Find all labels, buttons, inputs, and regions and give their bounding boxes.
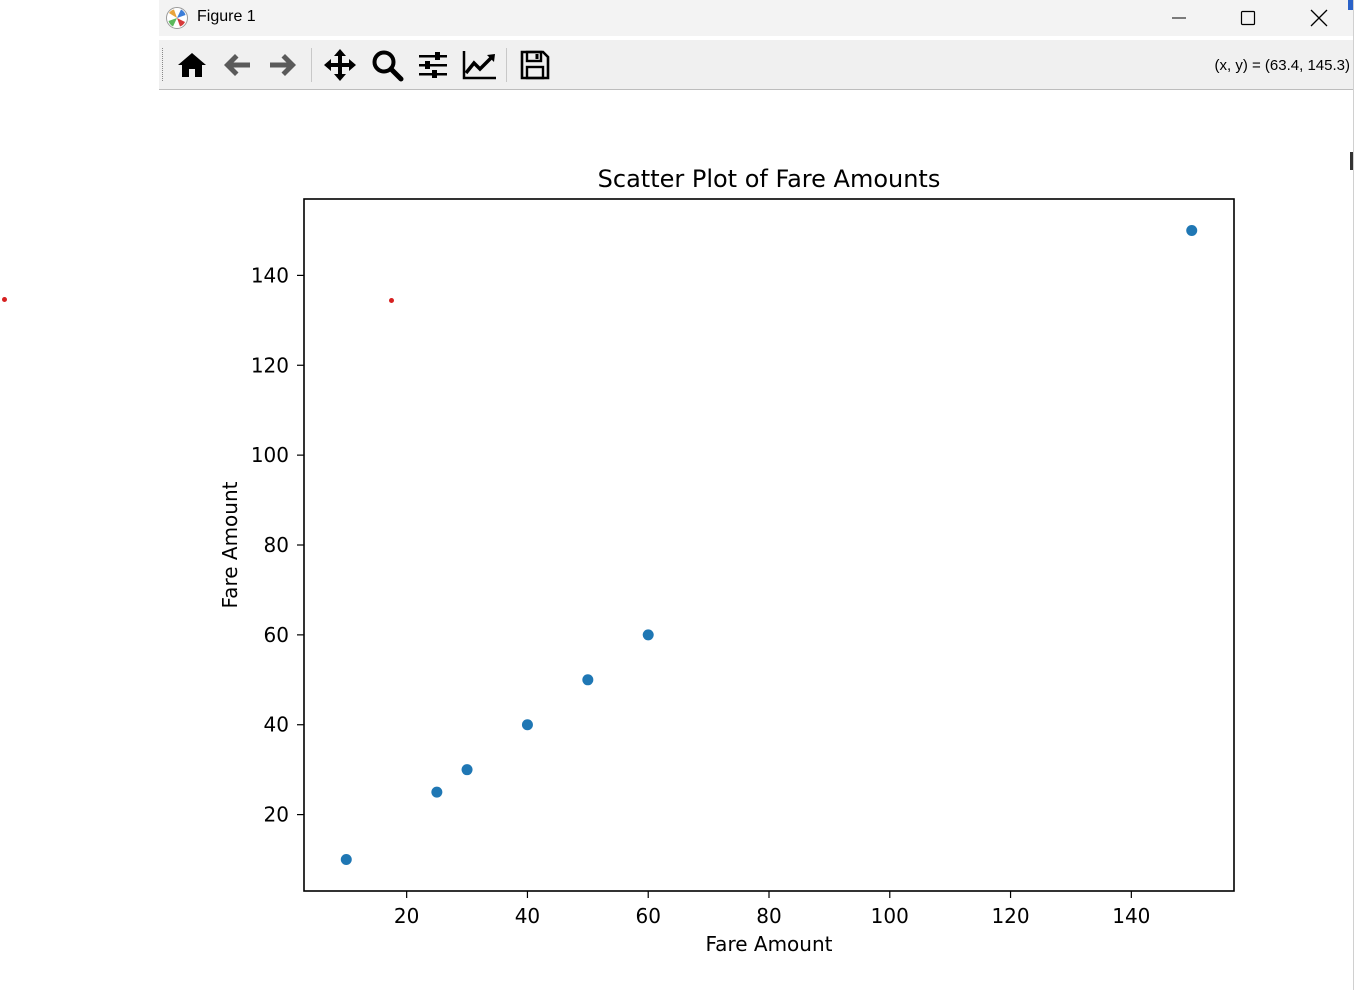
window-edge-handle[interactable] (1350, 152, 1353, 170)
scatter-point (642, 629, 654, 641)
home-icon (178, 53, 206, 77)
figure-window: Figure 1 (159, 0, 1354, 990)
scatter-point (1186, 224, 1198, 236)
save-button[interactable] (515, 46, 555, 84)
matplotlib-logo-icon (166, 7, 188, 29)
forward-arrow-icon (270, 54, 296, 76)
y-tick-label: 120 (251, 353, 289, 377)
forward-button[interactable] (263, 46, 303, 84)
x-tick-label: 60 (635, 904, 660, 928)
close-icon (1310, 9, 1328, 27)
toolbar-separator (506, 48, 507, 82)
x-tick-label: 120 (991, 904, 1029, 928)
cursor-coordinates: (x, y) = (63.4, 145.3) (1214, 57, 1350, 74)
zoom-button[interactable] (367, 46, 407, 84)
chart-title: Scatter Plot of Fare Amounts (598, 165, 941, 193)
y-tick-label: 60 (264, 623, 289, 647)
scatter-point (431, 786, 443, 798)
minimize-icon (1172, 17, 1186, 19)
x-tick-label: 40 (515, 904, 540, 928)
title-bar: Figure 1 (159, 0, 1353, 36)
pan-move-icon (324, 49, 356, 81)
line-chart-icon (462, 51, 496, 80)
window-title: Figure 1 (197, 8, 256, 25)
maximize-button[interactable] (1213, 0, 1283, 36)
back-button[interactable] (217, 46, 257, 84)
y-axis-label: Fare Amount (218, 481, 242, 608)
y-tick-label: 140 (251, 263, 289, 287)
edit-axis-button[interactable] (460, 46, 500, 84)
screen-cursor-marker (389, 298, 394, 303)
sliders-icon (419, 52, 447, 78)
scatter-point (340, 854, 352, 866)
plot-area (303, 198, 1235, 892)
screen-cursor-marker (2, 297, 7, 302)
scatter-point (461, 764, 473, 776)
x-tick-label: 140 (1112, 904, 1150, 928)
navigation-toolbar: (x, y) = (63.4, 145.3) (159, 40, 1353, 90)
toolbar-separator (311, 48, 312, 82)
close-button[interactable] (1284, 0, 1354, 36)
y-tick-label: 20 (264, 803, 289, 827)
configure-subplots-button[interactable] (413, 46, 453, 84)
pan-button[interactable] (320, 46, 360, 84)
scatter-point (521, 719, 533, 731)
x-tick-label: 100 (871, 904, 909, 928)
scatter-point (582, 674, 594, 686)
home-button[interactable] (172, 46, 212, 84)
window-edge-accent (1348, 0, 1353, 10)
y-tick-label: 80 (264, 533, 289, 557)
figure-canvas[interactable]: Scatter Plot of Fare Amounts Fare Amount F… (159, 0, 1353, 990)
x-tick-label: 80 (756, 904, 781, 928)
x-tick-label: 20 (394, 904, 419, 928)
y-tick-label: 40 (264, 713, 289, 737)
toolbar-grip[interactable] (162, 48, 163, 81)
x-axis-label: Fare Amount (706, 932, 833, 956)
floppy-disk-icon (520, 50, 550, 80)
y-tick-label: 100 (251, 443, 289, 467)
maximize-icon (1240, 10, 1256, 26)
minimize-button[interactable] (1144, 0, 1214, 36)
zoom-magnifier-icon (372, 50, 404, 82)
back-arrow-icon (224, 54, 250, 76)
